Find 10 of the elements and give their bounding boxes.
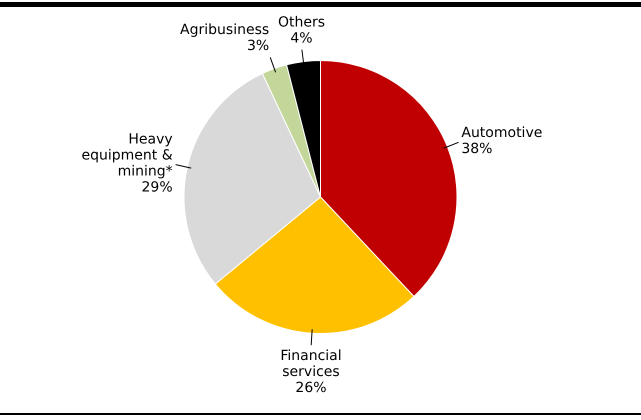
data-label: 26%: [295, 380, 327, 396]
slice-label: Agribusiness: [180, 22, 270, 38]
data-label: 38%: [461, 140, 492, 157]
slice-label: Automotive: [461, 124, 542, 141]
data-label: 29%: [142, 180, 173, 196]
slice-label: Others: [278, 14, 326, 30]
slice-label: Heavy equipment & mining*: [82, 132, 173, 180]
slice-label: Financial services: [280, 348, 342, 380]
data-label: 4%: [290, 30, 313, 46]
data-label: 3%: [246, 38, 270, 54]
